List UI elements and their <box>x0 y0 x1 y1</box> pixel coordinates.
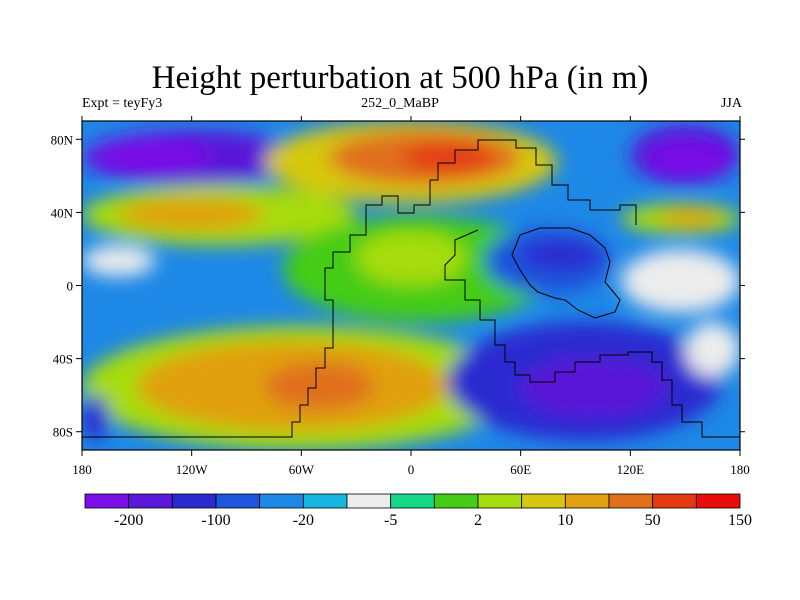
contour-region <box>520 358 667 418</box>
colorbar-swatch <box>564 493 610 509</box>
contour-region <box>82 395 110 441</box>
subtitle-left: Expt = teyFy3 <box>82 96 163 111</box>
y-axis: 80N 40N 0 40S 80S <box>51 132 745 440</box>
x-tick-label: 180 <box>730 462 750 477</box>
contour-region <box>264 362 375 410</box>
contour-region <box>621 248 740 313</box>
contour-region <box>657 208 722 228</box>
chart-title: Height perturbation at 500 hPa (in m) <box>151 60 649 96</box>
y-tick-label: 40N <box>51 205 74 220</box>
map-area <box>82 121 740 450</box>
contour-region <box>118 197 265 231</box>
colorbar-swatch <box>346 493 392 509</box>
contour-region <box>685 322 740 377</box>
colorbar-swatch <box>608 493 654 509</box>
contour-region <box>82 245 156 277</box>
x-tick-label: 60W <box>289 462 315 477</box>
coastline-outline <box>444 229 740 438</box>
colorbar-swatch <box>128 493 173 509</box>
contour-region <box>91 139 210 173</box>
colorbar-label: -5 <box>384 512 397 529</box>
colorbar-swatch <box>433 493 479 509</box>
colorbar-label: 10 <box>557 512 573 529</box>
colorbar-swatch <box>84 493 130 509</box>
colorbar-label: 150 <box>728 512 752 529</box>
colorbar-swatch <box>259 493 304 509</box>
colorbar-swatch <box>695 493 741 509</box>
colorbar-label: -20 <box>293 512 314 529</box>
colorbar-swatch <box>171 493 217 509</box>
y-tick-label: 0 <box>67 279 74 294</box>
contour-field <box>82 121 740 450</box>
x-tick-label: 180 <box>72 462 92 477</box>
colorbar: -200 -100 -20 -5 2 10 50 150 <box>84 493 752 529</box>
x-tick-label: 60E <box>510 462 531 477</box>
y-tick-label: 80S <box>53 425 73 440</box>
colorbar-label: -100 <box>201 512 230 529</box>
x-tick-label: 0 <box>408 462 415 477</box>
colorbar-swatch <box>215 493 261 509</box>
x-axis: 180 120W 60W 0 60E 120E 180 <box>72 116 750 477</box>
y-tick-label: 40S <box>53 352 73 367</box>
contour-region <box>648 142 731 176</box>
colorbar-label: 50 <box>645 512 661 529</box>
contour-region <box>520 239 603 271</box>
subtitle-right: JJA <box>720 96 742 111</box>
coastline-outline <box>511 227 621 319</box>
colorbar-swatch <box>652 493 697 509</box>
x-tick-label: 120E <box>617 462 645 477</box>
colorbar-label: -200 <box>114 512 143 529</box>
x-tick-label: 120W <box>176 462 209 477</box>
subtitle-center: 252_0_MaBP <box>361 96 439 111</box>
y-tick-label: 80N <box>51 132 74 147</box>
contour-region <box>401 142 494 173</box>
colorbar-label: 2 <box>474 512 482 529</box>
colorbar-swatch <box>521 493 566 509</box>
coastline-outline <box>82 139 637 438</box>
contour-region <box>356 230 466 286</box>
colorbar-swatch <box>477 493 523 509</box>
colorbar-swatch <box>302 493 348 509</box>
colorbar-swatch <box>390 493 435 509</box>
